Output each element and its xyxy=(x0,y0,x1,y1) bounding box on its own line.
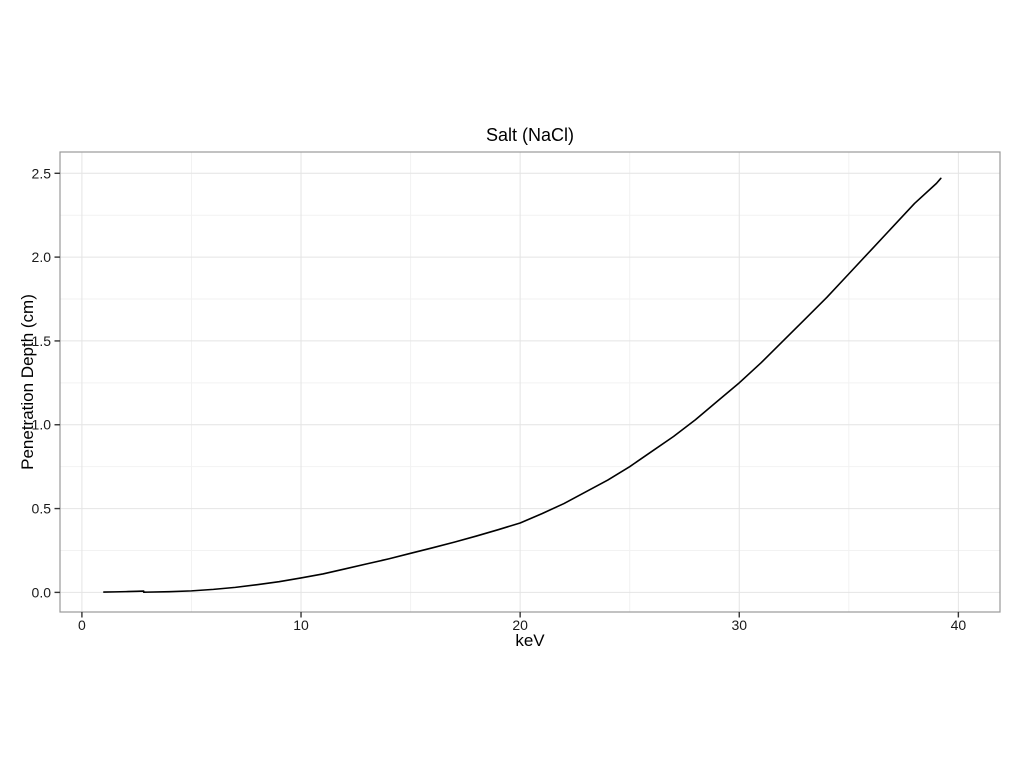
y-tick-label: 2.5 xyxy=(32,165,52,181)
y-tick-label: 1.5 xyxy=(32,333,52,349)
panel-background xyxy=(60,152,1000,612)
x-tick-label: 30 xyxy=(731,617,747,633)
chart-title: Salt (NaCl) xyxy=(485,125,574,145)
y-axis-title: Penetration Depth (cm) xyxy=(18,294,37,470)
x-tick-label: 40 xyxy=(951,617,967,633)
y-tick-label: 0.5 xyxy=(32,501,52,517)
x-tick-label: 0 xyxy=(78,617,86,633)
panel-border xyxy=(59,151,1001,613)
depth-curve xyxy=(103,177,942,593)
y-tick-label: 0.0 xyxy=(32,584,52,600)
x-tick-label: 20 xyxy=(512,617,528,633)
y-tick-label: 1.0 xyxy=(32,417,52,433)
y-tick-label: 2.0 xyxy=(32,249,52,265)
x-tick-label: 10 xyxy=(293,617,309,633)
x-axis-title: keV xyxy=(515,631,545,650)
